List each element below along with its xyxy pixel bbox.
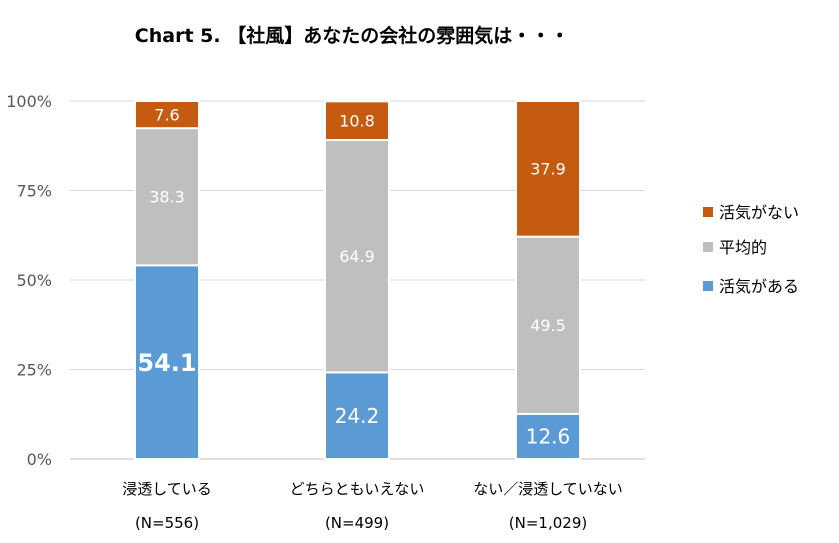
- x-category-count: (N=1,029): [509, 514, 587, 532]
- y-tick-label: 0%: [27, 450, 52, 469]
- legend-swatch: [703, 242, 713, 252]
- bar-value-label: 38.3: [149, 188, 185, 207]
- legend-label: 平均的: [719, 238, 767, 257]
- bar-value-labels: 54.1 38.3 7.6 24.2 64.9 10.8 12.6 49.5 37.9: [137, 105, 570, 448]
- bar-value-label: 37.9: [530, 160, 566, 179]
- bar-value-label: 10.8: [339, 111, 375, 130]
- bars: [134, 100, 581, 461]
- y-tick-label: 100%: [6, 92, 52, 111]
- x-axis-categories: 浸透している (N=556) どちらともいえない (N=499) ない／浸透していない (…: [122, 480, 623, 532]
- bar-segment-inactive: [324, 100, 390, 142]
- legend-swatch: [703, 207, 713, 217]
- legend-label: 活気がある: [719, 277, 799, 296]
- x-category-label: ない／浸透していない: [473, 480, 623, 498]
- bar-segment-inactive: [515, 100, 581, 238]
- x-category-label: 浸透している: [122, 480, 212, 498]
- bar-value-label: 12.6: [526, 425, 571, 449]
- y-tick-label: 50%: [16, 271, 52, 290]
- bar-value-label: 24.2: [335, 404, 380, 428]
- bar-value-label: 64.9: [339, 247, 375, 266]
- bar-segment-inactive: [134, 100, 200, 130]
- legend-label: 活気がない: [719, 203, 799, 222]
- legend-swatch: [703, 281, 713, 291]
- y-tick-label: 75%: [16, 182, 52, 201]
- x-category-label: どちらともいえない: [290, 480, 425, 498]
- y-axis-ticks: 0% 25% 50% 75% 100%: [6, 92, 52, 469]
- y-tick-label: 25%: [16, 361, 52, 380]
- x-category-count: (N=499): [325, 514, 389, 532]
- x-category-count: (N=556): [135, 514, 199, 532]
- bar-value-label: 54.1: [137, 349, 196, 377]
- chart-title: Chart 5. 【社風】あなたの会社の雰囲気は・・・: [135, 24, 569, 47]
- bar-value-label: 49.5: [530, 316, 566, 335]
- bar-segment-active: [134, 264, 200, 460]
- bar-value-label: 7.6: [154, 105, 179, 124]
- bar-segment-average: [515, 235, 581, 415]
- bar-segment-average: [134, 127, 200, 267]
